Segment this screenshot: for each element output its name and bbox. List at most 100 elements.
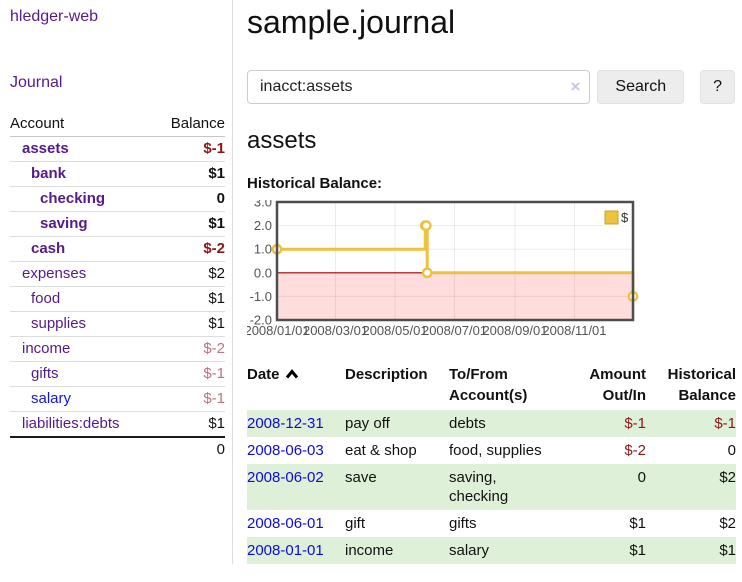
account-row: expenses $2	[10, 261, 225, 287]
historical-balance-chart[interactable]: $3.0 2.0 1.0 0.0 -1.0 -2.0 2008/01/01 2008/03/0…	[244, 195, 735, 347]
register-description: eat & shop	[345, 442, 417, 459]
account-balance: $1	[153, 411, 225, 437]
register-amount: $1	[629, 542, 646, 559]
account-link[interactable]: liabilities:debts	[22, 415, 120, 432]
account-row: assets $-1	[10, 137, 225, 162]
search-row: × Search ?	[247, 70, 735, 104]
register-description: save	[345, 469, 377, 486]
register-date-link[interactable]: 2008-06-01	[247, 515, 324, 532]
sort-asc-icon	[285, 364, 299, 385]
svg-text:2008/01/01: 2008/01/01	[247, 323, 310, 338]
clear-search-icon[interactable]: ×	[570, 77, 581, 96]
register-header-amount: Amount Out/In	[589, 366, 646, 404]
register-balance: $2	[719, 515, 736, 532]
account-balance: $1	[153, 311, 225, 337]
chart-heading: Historical Balance:	[247, 175, 383, 192]
register-header-description: Description	[345, 366, 428, 383]
register-row[interactable]: 2008-12-31 pay off debts $-1 $-1	[247, 410, 736, 437]
register-row[interactable]: 2008-06-01 gift gifts $1 $2	[247, 510, 736, 537]
svg-text:2008/07/01: 2008/07/01	[422, 323, 487, 338]
help-button[interactable]: ?	[700, 70, 735, 104]
main-content: sample.journal × Search ? assets Histori…	[233, 0, 742, 564]
account-balance: $1	[153, 161, 225, 187]
svg-text:0.0: 0.0	[254, 265, 272, 280]
account-link[interactable]: assets	[22, 140, 69, 157]
svg-text:-2.0: -2.0	[250, 313, 272, 328]
register-date-cell: 2008-01-01	[247, 537, 345, 564]
app-brand-link[interactable]: hledger-web	[10, 8, 99, 25]
register-row[interactable]: 2008-01-01 income salary $1 $1	[247, 537, 736, 564]
account-link[interactable]: saving	[40, 215, 88, 232]
register-row[interactable]: 2008-06-02 save saving, checking 0 $2	[247, 464, 736, 510]
register-amount: 0	[637, 469, 646, 486]
account-row: checking 0	[10, 186, 225, 212]
account-link[interactable]: salary	[31, 390, 72, 407]
accounts-header-balance: Balance	[153, 111, 225, 137]
svg-text:2008/11/01: 2008/11/01	[542, 323, 606, 338]
account-link[interactable]: checking	[40, 190, 106, 207]
account-link[interactable]: expenses	[22, 265, 87, 282]
register-balance: $2	[719, 469, 736, 486]
register-table: Date Description To/From Account(s) Amou…	[247, 362, 736, 564]
account-row: cash $-2	[10, 236, 225, 262]
accounts-total-row: 0	[10, 436, 225, 462]
search-button[interactable]: Search	[597, 70, 685, 104]
register-accounts: debts	[449, 415, 486, 432]
account-row: bank $1	[10, 161, 225, 187]
page-title: sample.journal	[247, 4, 456, 40]
sidebar-nav: Journal	[10, 74, 224, 92]
accounts-header-account: Account	[10, 111, 154, 137]
register-date-cell: 2008-06-01	[247, 510, 345, 537]
sidebar: hledger-web Journal Account Balance asse…	[0, 0, 233, 564]
register-row[interactable]: 2008-06-03 eat & shop food, supplies $-2 0	[247, 437, 736, 464]
svg-text:-1.0: -1.0	[250, 289, 272, 304]
account-link[interactable]: cash	[31, 240, 66, 257]
register-date-link[interactable]: 2008-06-03	[247, 442, 324, 459]
register-balance: $-1	[714, 415, 736, 432]
svg-text:2008/03/01: 2008/03/01	[303, 323, 368, 338]
app-brand: hledger-web	[10, 8, 224, 26]
register-date-link[interactable]: 2008-06-02	[247, 469, 324, 486]
account-balance: $2	[153, 261, 225, 287]
register-amount: $-1	[624, 415, 646, 432]
account-balance: $-1	[203, 140, 225, 157]
register-date-link[interactable]: 2008-12-31	[247, 415, 324, 432]
register-date-cell: 2008-06-03	[247, 437, 345, 464]
register-date-cell: 2008-12-31	[247, 410, 345, 437]
account-row: liabilities:debts $1	[10, 411, 225, 437]
account-row: food $1	[10, 286, 225, 312]
page: hledger-web Journal Account Balance asse…	[0, 0, 742, 564]
account-row: salary $-1	[10, 386, 225, 412]
svg-text:$: $	[621, 210, 629, 225]
register-header-balance: Historical Balance	[667, 366, 736, 404]
chart-svg: $3.0 2.0 1.0 0.0 -1.0 -2.02008/01/012008/03/0…	[244, 195, 639, 338]
svg-text:2.0: 2.0	[254, 218, 272, 233]
account-balance: $-1	[153, 386, 225, 412]
nav-journal-link[interactable]: Journal	[10, 74, 63, 91]
svg-text:2008/05/01: 2008/05/01	[362, 323, 427, 338]
account-balance: 0	[153, 186, 225, 212]
register-date-cell: 2008-06-02	[247, 464, 345, 510]
account-balance: $-2	[153, 336, 225, 362]
svg-text:3.0: 3.0	[254, 200, 272, 210]
account-link[interactable]: food	[31, 290, 61, 307]
register-description: income	[345, 542, 394, 559]
account-row: gifts $-1	[10, 361, 225, 387]
register-accounts: food, supplies	[449, 442, 542, 459]
register-description: pay off	[345, 415, 390, 432]
account-balance: $-2	[153, 236, 225, 262]
account-link[interactable]: bank	[31, 165, 67, 182]
register-accounts: gifts	[449, 515, 477, 532]
svg-text:1.0: 1.0	[254, 242, 272, 257]
account-link[interactable]: income	[22, 340, 71, 357]
account-link[interactable]: supplies	[31, 315, 87, 332]
accounts-total-value: 0	[153, 436, 225, 462]
register-description: gift	[345, 515, 366, 532]
register-header-date[interactable]: Date	[247, 362, 345, 410]
account-link[interactable]: gifts	[31, 365, 59, 382]
account-row: supplies $1	[10, 311, 225, 337]
register-date-link[interactable]: 2008-01-01	[247, 542, 324, 559]
account-row: income $-2	[10, 336, 225, 362]
account-row: saving $1	[10, 211, 225, 237]
search-input[interactable]	[247, 70, 591, 104]
